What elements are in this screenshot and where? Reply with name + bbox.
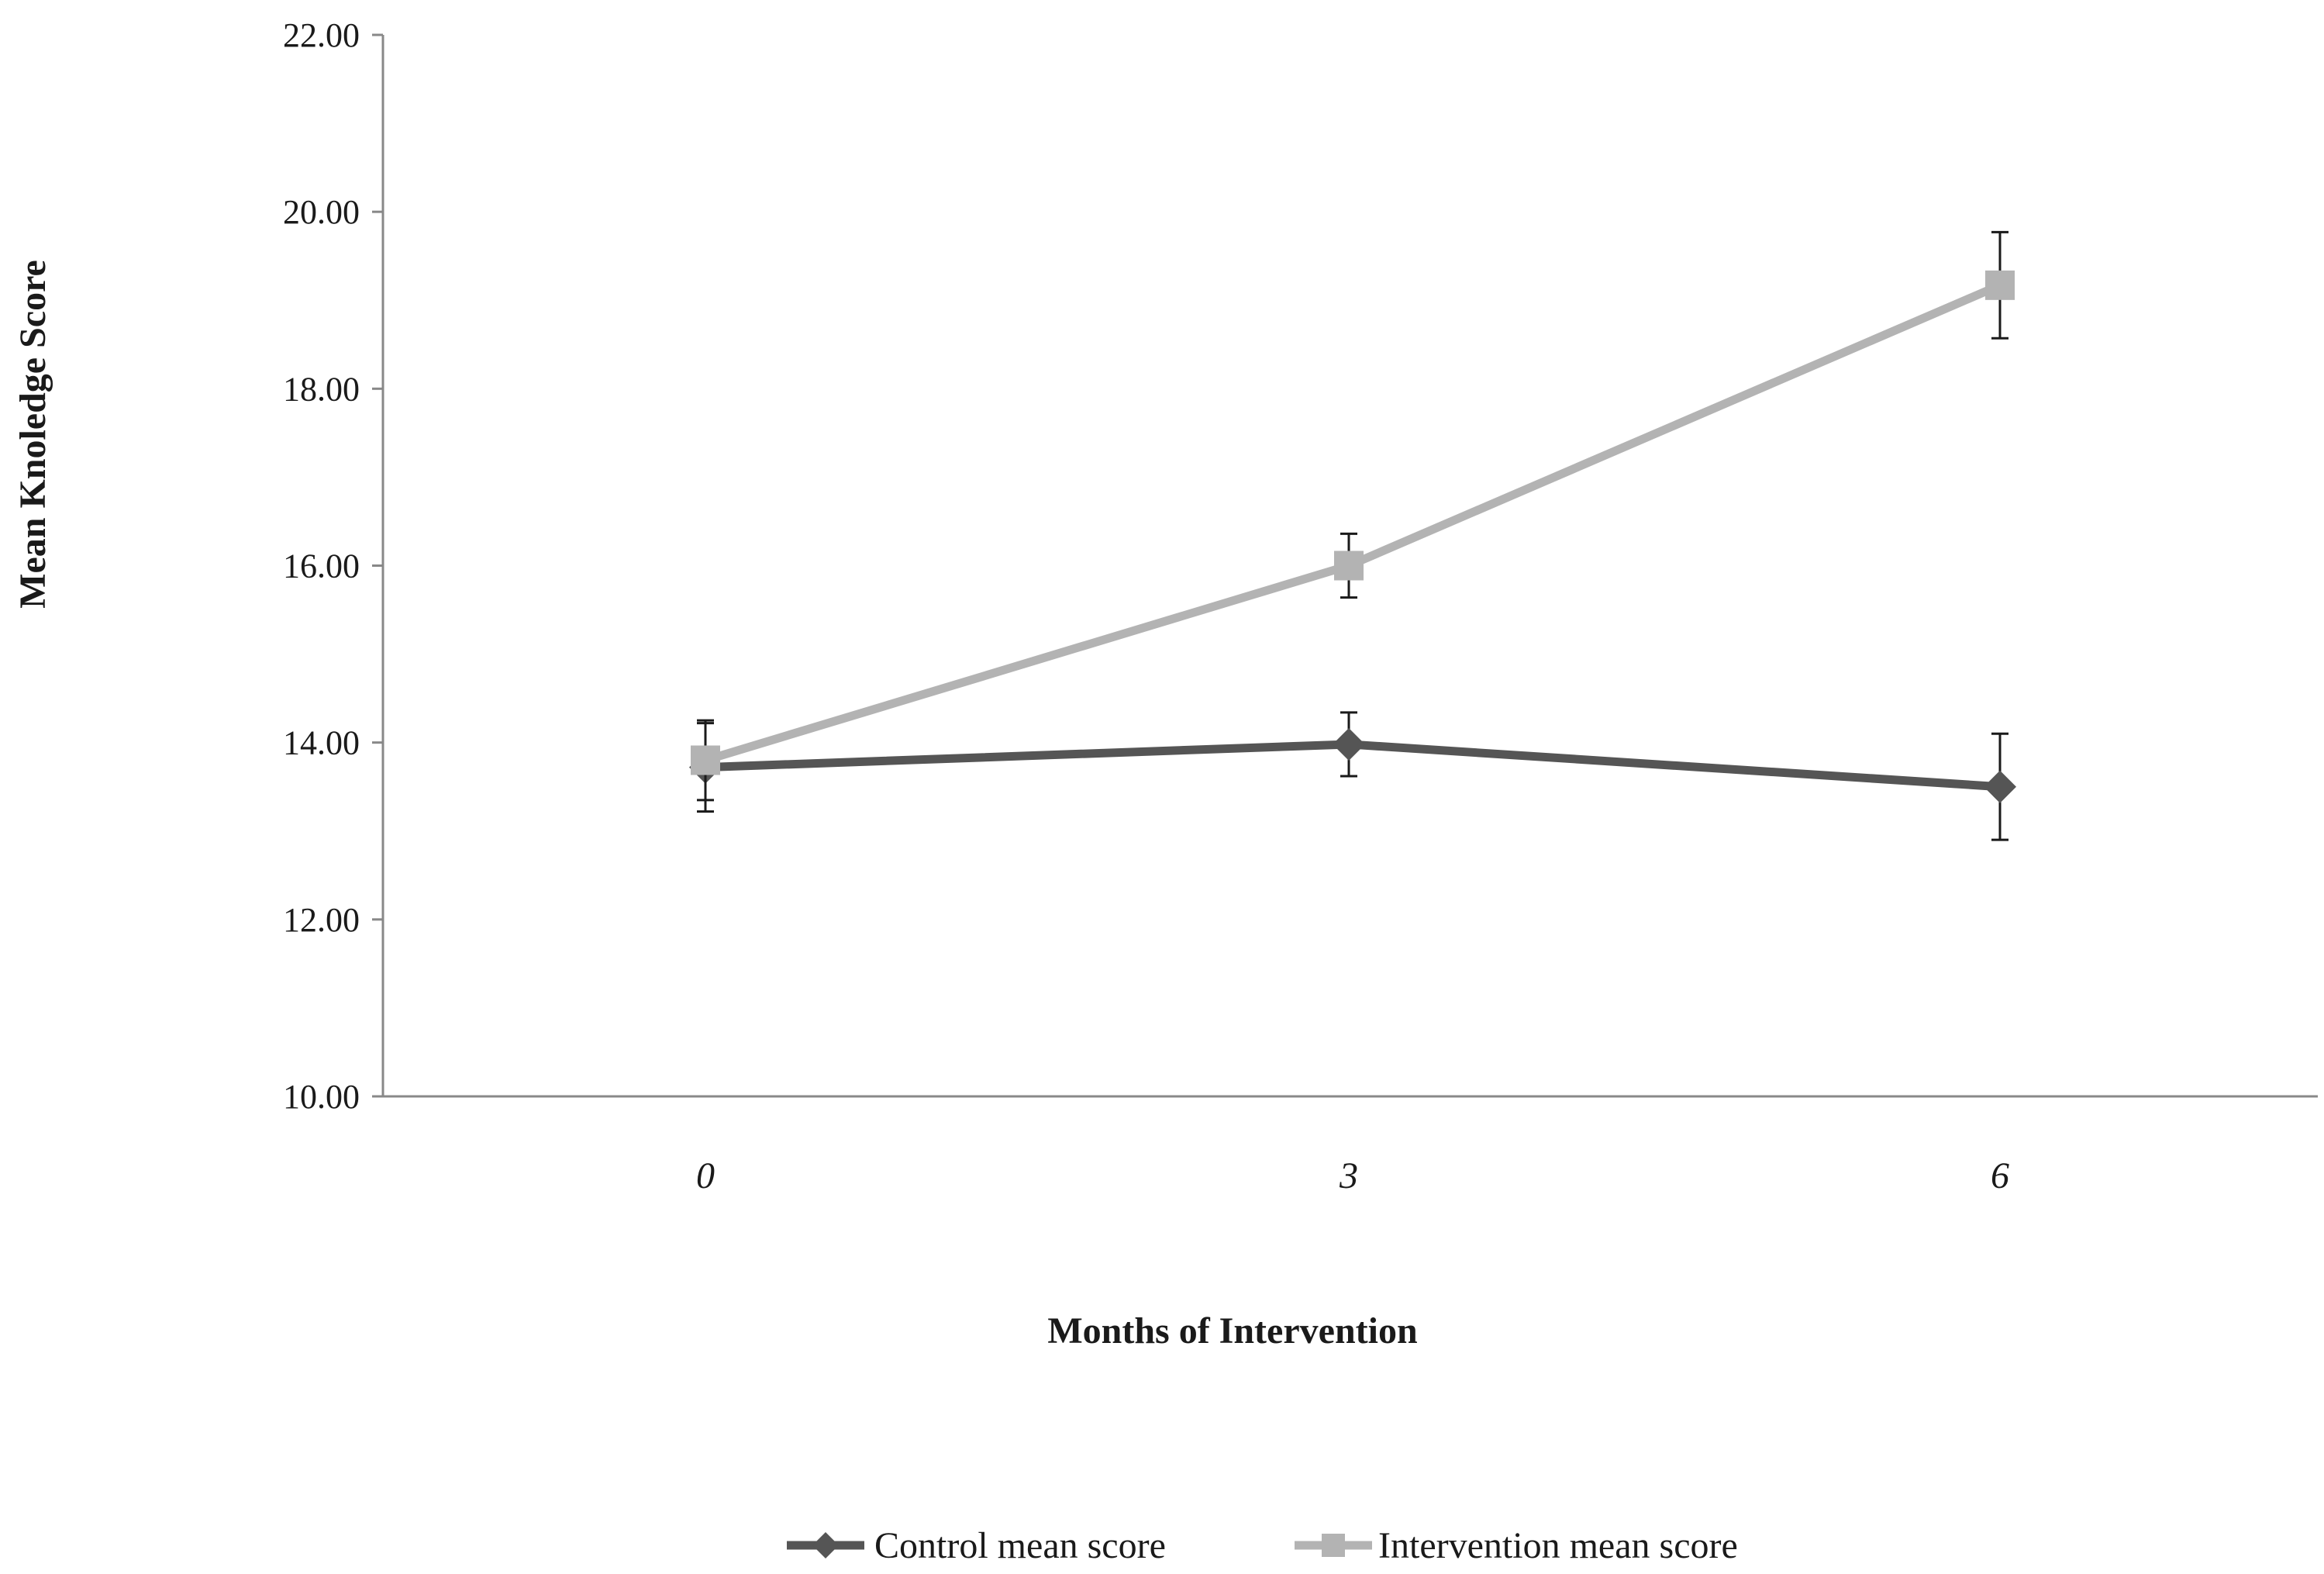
y-tick-label: 18.00 (283, 370, 360, 408)
y-axis-title: Mean Knoledge Score (12, 260, 53, 609)
data-point-square (1334, 551, 1364, 581)
x-tick-label: 0 (696, 1155, 715, 1196)
series-layer (689, 230, 2016, 841)
legend-item-intervention: Intervention mean score (1295, 1525, 1738, 1566)
series-control (689, 711, 2016, 841)
series-intervention (691, 230, 2015, 802)
y-axis-tick-labels: 10.00 12.00 14.00 16.00 18.00 20.00 22.00 (283, 16, 360, 1116)
legend-item-control: Control mean score (787, 1525, 1166, 1566)
y-tick-label: 22.00 (283, 16, 360, 54)
data-point-square (1985, 270, 2015, 300)
data-point-diamond (1984, 770, 2016, 803)
y-tick-label: 10.00 (283, 1078, 360, 1116)
x-tick-label: 6 (1991, 1155, 2009, 1196)
legend-label: Intervention mean score (1378, 1525, 1738, 1566)
data-point-square (691, 745, 720, 775)
x-axis-tick-labels: 0 3 6 (696, 1155, 2009, 1196)
y-tick-label: 20.00 (283, 193, 360, 231)
y-tick-label: 14.00 (283, 724, 360, 762)
x-axis-title: Months of Intervention (1047, 1310, 1417, 1351)
legend: Control mean score Intervention mean scor… (787, 1525, 1738, 1566)
y-tick-label: 16.00 (283, 547, 360, 585)
x-tick-label: 3 (1339, 1155, 1358, 1196)
y-tick-label: 12.00 (283, 901, 360, 939)
legend-marker-square (1322, 1534, 1345, 1557)
data-point-diamond (1333, 727, 1365, 761)
series-line (704, 281, 2002, 765)
y-axis-ticks (372, 33, 383, 1098)
legend-marker-diamond (812, 1532, 839, 1558)
legend-label: Control mean score (874, 1525, 1166, 1566)
